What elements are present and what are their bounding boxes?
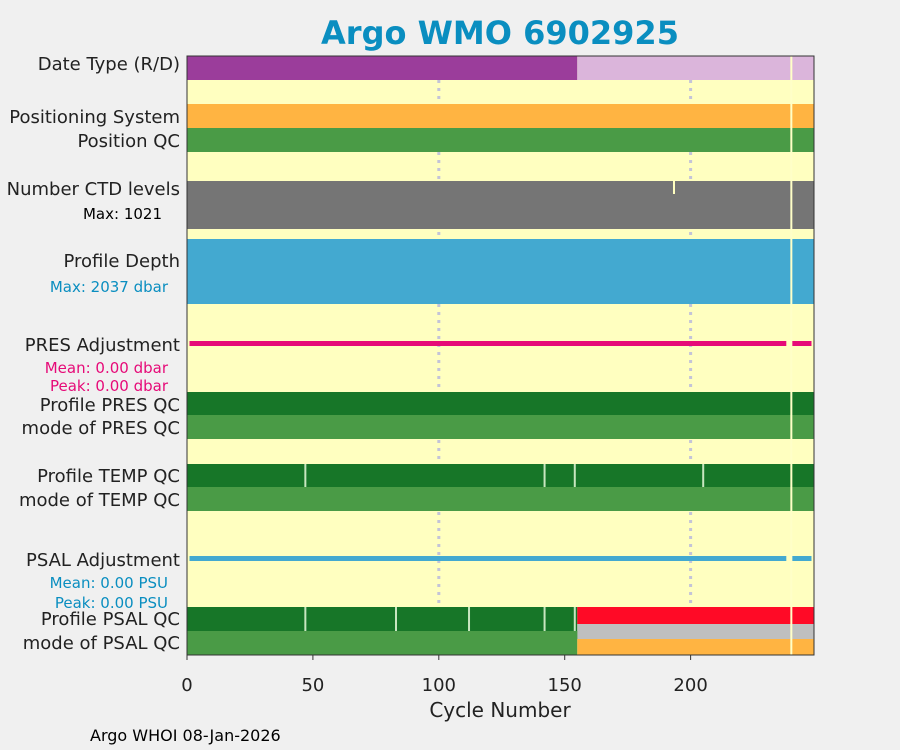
x-tick-label-200: 200 [673,675,707,696]
mode-pres-qc-bar [187,415,814,439]
profile-depth-bar [187,239,814,304]
ctd-levels-bar [187,181,814,229]
label-mode-pres-qc: mode of PRES QC [22,418,180,439]
chart-title: Argo WMO 6902925 [321,14,679,52]
label-profile-temp-qc: Profile TEMP QC [37,466,180,487]
row-labels: Date Type (R/D) Positioning System Posit… [7,54,180,654]
footer-credit: Argo WHOI 08-Jan-2026 [90,726,281,745]
profile-psal-qc-segment-grey [577,624,814,639]
profile-psal-qc-gap [543,607,546,631]
x-tick-label-100: 100 [422,675,456,696]
label-position-qc: Position QC [77,131,180,152]
x-tick-label-0: 0 [181,675,192,696]
date-type-segment-r [187,56,578,80]
x-axis-label: Cycle Number [429,698,571,722]
label-date-type: Date Type (R/D) [38,54,180,75]
profile-temp-qc-bar [187,464,814,487]
ctd-levels-max: Max: 1021 [83,205,162,223]
mode-psal-qc-segment-bad [577,639,814,655]
plot-area [186,55,815,656]
x-tick-label-150: 150 [548,675,582,696]
label-mode-psal-qc: mode of PSAL QC [23,633,180,654]
profile-temp-qc-gap [702,464,705,487]
position-qc-bar [187,128,814,152]
ctd-levels-dip [672,181,675,194]
profile-pres-qc-bar [187,392,814,415]
profile-temp-qc-gap [573,464,576,487]
pres-adjustment-mean: Mean: 0.00 dbar [45,359,169,377]
positioning-system-bar [187,104,814,128]
profile-psal-qc-segment-f [577,607,814,624]
label-pres-adjustment: PRES Adjustment [25,335,180,356]
plot-frame [186,55,815,656]
psal-adjustment-peak: Peak: 0.00 PSU [55,594,168,612]
plot-background [187,56,814,655]
mode-temp-qc-bar [187,487,814,511]
profile-psal-qc-gap [395,607,397,631]
profile-depth-max: Max: 2037 dbar [50,278,169,296]
profile-psal-qc-gap [304,607,307,631]
x-tick-label-50: 50 [301,675,324,696]
label-positioning-system: Positioning System [9,107,180,128]
pres-adjustment-peak: Peak: 0.00 dbar [50,377,169,395]
date-type-segment-d [577,56,814,80]
profile-psal-qc-gap [573,607,576,631]
mode-psal-qc-segment-good [187,631,578,655]
label-ctd-levels: Number CTD levels [7,179,180,200]
profile-temp-qc-gap [543,464,546,487]
label-profile-psal-qc: Profile PSAL QC [41,609,180,630]
label-psal-adjustment: PSAL Adjustment [26,550,180,571]
psal-adjustment-mean: Mean: 0.00 PSU [50,574,168,592]
label-mode-temp-qc: mode of TEMP QC [19,490,180,511]
x-axis: 0 50 100 150 200 [181,655,708,696]
label-profile-pres-qc: Profile PRES QC [40,395,180,416]
profile-psal-qc-gap [468,607,471,631]
profile-temp-qc-gap [304,464,307,487]
label-profile-depth: Profile Depth [63,251,180,272]
